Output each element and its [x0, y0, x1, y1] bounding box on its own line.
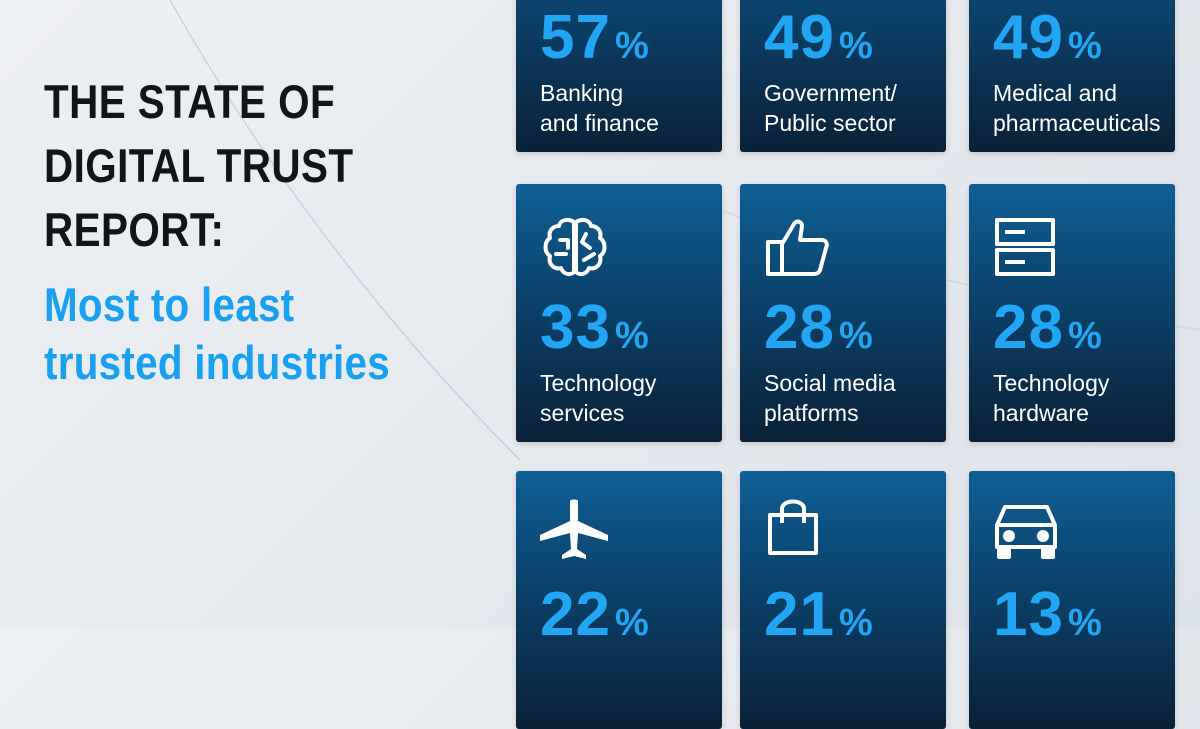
industry-label-line-2: services — [540, 400, 625, 426]
trust-percentage: 57% — [540, 2, 649, 73]
trust-value: 21 — [764, 580, 835, 649]
trust-value: 13 — [993, 580, 1064, 649]
percent-sign: % — [838, 315, 873, 357]
industry-label-line-1: Government/ — [764, 80, 897, 106]
trust-percentage: 22% — [540, 579, 649, 650]
trust-value: 57 — [540, 3, 611, 72]
industry-tile-technology-hardware: 28% Technology hardware — [969, 184, 1175, 442]
trust-percentage: 28% — [764, 292, 873, 363]
trust-percentage: 28% — [993, 292, 1102, 363]
trust-value: 49 — [993, 3, 1064, 72]
trust-percentage: 33% — [540, 292, 649, 363]
report-title-line-3: REPORT: — [44, 203, 225, 256]
percent-sign: % — [614, 315, 649, 357]
industry-tile-government: 49% Government/Public sector — [740, 0, 946, 152]
industry-label: Medical and pharmaceuticals — [993, 78, 1173, 138]
industry-tile-social-media: 28% Social media platforms — [740, 184, 946, 442]
industry-label-line-1: Social media — [764, 370, 896, 396]
industry-label-line-2: pharmaceuticals — [993, 110, 1161, 136]
industry-tile-retail: 21% — [740, 471, 946, 729]
report-title-line-2: DIGITAL TRUST — [44, 139, 354, 192]
report-subtitle-line-1: Most to least — [44, 278, 295, 331]
industry-tile-airline: 22% — [516, 471, 722, 729]
industry-label-line-2: platforms — [764, 400, 859, 426]
industry-label: Social media platforms — [764, 368, 944, 428]
trust-percentage: 21% — [764, 579, 873, 650]
industry-label-line-1: Medical and — [993, 80, 1118, 106]
percent-sign: % — [838, 25, 873, 67]
industry-tile-medical: 49% Medical and pharmaceuticals — [969, 0, 1175, 152]
thumbs-up-icon — [764, 216, 834, 278]
industry-label: Technology hardware — [993, 368, 1173, 428]
industry-label-line-2: Public sector — [764, 110, 896, 136]
trust-value: 28 — [764, 293, 835, 362]
industry-label: Banking and finance — [540, 78, 720, 138]
trust-value: 22 — [540, 580, 611, 649]
industry-label-line-2: and finance — [540, 110, 659, 136]
industry-label: Government/Public sector — [764, 78, 944, 138]
industry-label-line-2: hardware — [993, 400, 1089, 426]
airplane-icon — [540, 499, 610, 561]
industry-tile-banking: 57% Banking and finance — [516, 0, 722, 152]
car-icon — [993, 499, 1063, 561]
percent-sign: % — [1067, 315, 1102, 357]
percent-sign: % — [614, 602, 649, 644]
trust-percentage: 13% — [993, 579, 1102, 650]
percent-sign: % — [1067, 602, 1102, 644]
industry-tile-technology-services: 33% Technology services — [516, 184, 722, 442]
trust-value: 33 — [540, 293, 611, 362]
industry-label-line-1: Banking — [540, 80, 624, 106]
trust-value: 28 — [993, 293, 1064, 362]
industry-label: Technology services — [540, 368, 720, 428]
percent-sign: % — [614, 25, 649, 67]
industry-label-line-1: Technology — [993, 370, 1110, 396]
report-title-line-1: THE STATE OF — [44, 75, 336, 128]
industry-tile-automotive: 13% — [969, 471, 1175, 729]
trust-percentage: 49% — [764, 2, 873, 73]
trust-percentage: 49% — [993, 2, 1102, 73]
report-title-block: THE STATE OF DIGITAL TRUST REPORT: Most … — [44, 70, 484, 392]
shopping-bag-icon — [764, 495, 834, 557]
server-icon — [993, 216, 1063, 278]
industry-label-line-1: Technology — [540, 370, 657, 396]
brain-icon — [540, 216, 610, 278]
percent-sign: % — [1067, 25, 1102, 67]
trust-value: 49 — [764, 3, 835, 72]
percent-sign: % — [838, 602, 873, 644]
report-subtitle-line-2: trusted industries — [44, 336, 391, 389]
